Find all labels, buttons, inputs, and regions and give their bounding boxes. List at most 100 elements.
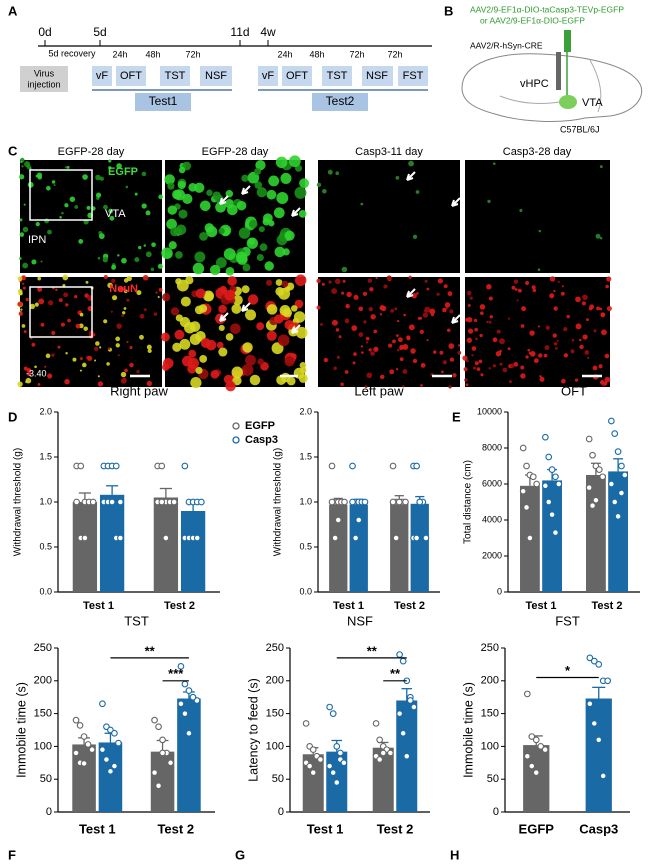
- cell: [579, 344, 584, 350]
- data-point: [589, 451, 596, 459]
- cell: [21, 165, 24, 168]
- cell: [141, 171, 147, 177]
- data-point: [80, 733, 88, 740]
- cell: [367, 278, 373, 283]
- cell: [511, 285, 516, 290]
- data-point: [189, 693, 197, 701]
- cell: [266, 330, 277, 341]
- cell: [26, 164, 31, 170]
- data-point: [586, 700, 594, 708]
- cell: [379, 374, 385, 380]
- group-box: [312, 93, 368, 111]
- cell: [231, 366, 243, 378]
- cell: [98, 233, 105, 240]
- cell: [598, 364, 603, 369]
- cell: [188, 357, 199, 369]
- cell: [273, 207, 285, 219]
- cell: [106, 362, 110, 366]
- cell: [25, 297, 29, 302]
- y-tick-label: 8000: [482, 442, 502, 452]
- cell: [256, 187, 267, 198]
- cell: [225, 380, 236, 392]
- data-point: [329, 710, 337, 717]
- data-point: [387, 749, 394, 757]
- cell: [336, 355, 340, 360]
- data-point: [552, 473, 559, 481]
- cell: [103, 319, 108, 324]
- data-point: [99, 746, 106, 754]
- data-point: [585, 484, 593, 491]
- cell: [199, 355, 208, 363]
- cell: [406, 336, 411, 341]
- cell: [218, 227, 225, 235]
- significance-label: **: [145, 643, 156, 658]
- y-tick-label: 1.0: [39, 496, 52, 506]
- cell: [486, 320, 489, 324]
- cell: [561, 285, 564, 288]
- strain-label: C57BL/6J: [560, 124, 600, 134]
- data-point: [99, 700, 106, 708]
- data-point: [355, 516, 363, 524]
- column-label: Casp3-11 day: [355, 146, 423, 158]
- y-tick-label: 0.5: [299, 541, 312, 551]
- timepoint: 5d: [93, 25, 106, 39]
- cell: [253, 168, 262, 176]
- x-tick-label: Test 1: [307, 821, 344, 836]
- cell: [352, 361, 356, 365]
- cell: [47, 229, 52, 235]
- legend-marker: [232, 422, 240, 430]
- cell: [429, 308, 436, 315]
- chart-title: FST: [555, 613, 580, 628]
- cell: [478, 359, 483, 364]
- channel-label: NeuN: [109, 283, 138, 295]
- cell: [170, 227, 179, 237]
- interval: 48h: [145, 49, 160, 59]
- chart-title: NSF: [347, 613, 373, 628]
- cell: [129, 362, 134, 368]
- data-point: [532, 769, 540, 776]
- cell: [545, 325, 550, 330]
- panel-letter: A: [8, 3, 18, 18]
- data-point: [376, 756, 384, 763]
- cell: [225, 266, 235, 276]
- cell: [604, 376, 611, 383]
- cell: [195, 288, 206, 299]
- cell: [199, 200, 211, 212]
- data-point: [328, 498, 336, 506]
- data-point: [402, 498, 409, 506]
- cell: [116, 163, 122, 169]
- cell: [37, 383, 41, 386]
- cell: [353, 352, 357, 356]
- cell: [158, 287, 163, 292]
- data-point: [341, 498, 348, 506]
- micrograph: [465, 160, 610, 273]
- cell: [94, 359, 97, 362]
- cell: [245, 354, 256, 366]
- cell: [444, 302, 451, 308]
- bar: [372, 747, 394, 812]
- cell: [230, 323, 241, 334]
- cell: [236, 200, 247, 211]
- test-label: NSF: [366, 70, 388, 82]
- cell: [79, 369, 82, 372]
- data-point: [185, 687, 193, 694]
- data-point: [611, 498, 619, 506]
- cell: [298, 210, 307, 218]
- cell: [150, 267, 155, 272]
- bar: [329, 504, 348, 592]
- cell: [256, 322, 265, 331]
- cell: [146, 344, 152, 350]
- cell: [416, 292, 419, 295]
- test-box: [398, 66, 428, 86]
- data-point: [595, 466, 603, 473]
- cell: [66, 165, 70, 169]
- test-box: [322, 66, 352, 86]
- data-point: [108, 498, 116, 506]
- data-point: [416, 498, 424, 506]
- data-point: [523, 752, 531, 760]
- cell: [412, 358, 418, 364]
- cell: [476, 367, 481, 371]
- cell: [394, 307, 398, 311]
- cell: [97, 375, 100, 378]
- cell: [210, 370, 220, 379]
